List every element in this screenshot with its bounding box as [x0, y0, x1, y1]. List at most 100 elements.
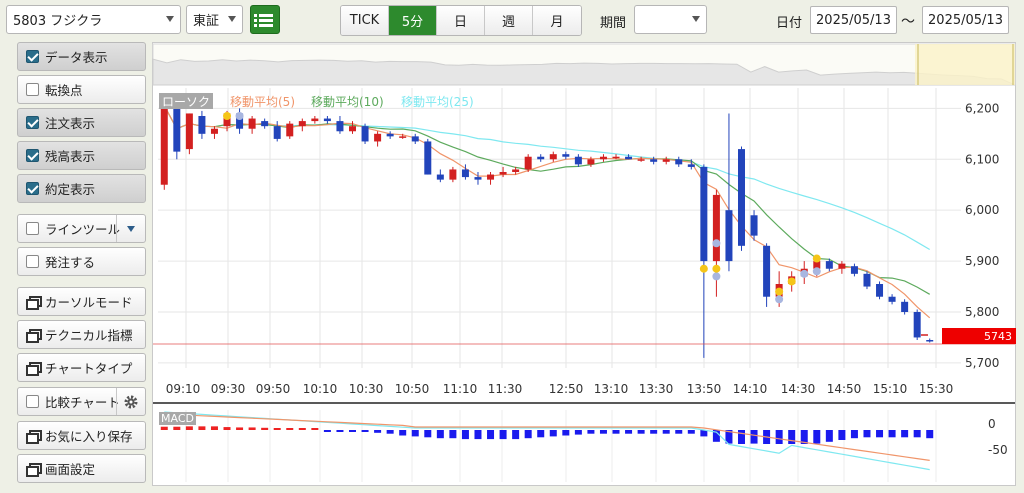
- macd-bar: [512, 430, 520, 440]
- candle-body: [499, 172, 507, 175]
- candle: [449, 166, 457, 183]
- candle: [411, 133, 419, 144]
- toggle-order-display[interactable]: 注文表示: [17, 108, 146, 137]
- macd-tick-label: -50: [988, 443, 1008, 457]
- toggle-label: 注文表示: [45, 116, 96, 131]
- candle: [913, 309, 921, 340]
- legend-ma25: 移動平均(25): [401, 94, 474, 109]
- chevron-down-icon: [228, 16, 236, 22]
- execution-marker: [712, 264, 721, 273]
- line-tool-dropdown[interactable]: [116, 215, 145, 242]
- candle: [700, 164, 708, 358]
- tab-5min[interactable]: 5分: [389, 6, 437, 35]
- candle: [349, 121, 356, 134]
- candle: [336, 116, 344, 134]
- macd-bar: [825, 430, 833, 442]
- period-label: 期間: [600, 16, 627, 31]
- candle: [537, 154, 545, 162]
- tab-week[interactable]: 週: [485, 6, 533, 35]
- tab-month[interactable]: 月: [533, 6, 581, 35]
- date-from-input[interactable]: 2025/05/13: [810, 6, 897, 34]
- macd-bar: [323, 430, 331, 432]
- macd-bar: [587, 430, 595, 434]
- candle: [750, 210, 758, 241]
- time-tick-label: 11:30: [488, 382, 523, 396]
- macd-bar: [738, 430, 745, 444]
- period-select[interactable]: [634, 5, 707, 34]
- overview-navigator: [152, 43, 1016, 86]
- time-tick-label: 10:30: [349, 382, 384, 396]
- candle: [725, 113, 733, 272]
- chart-type-button[interactable]: チャートタイプ: [17, 353, 146, 382]
- toggle-label: 発注する: [45, 255, 96, 270]
- toggle-turning-points[interactable]: 転換点: [17, 75, 146, 104]
- execution-marker: [812, 254, 821, 263]
- macd-bar: [524, 430, 532, 439]
- candle-body: [876, 284, 884, 297]
- candle-body: [850, 266, 858, 274]
- macd-bar: [273, 428, 281, 430]
- candle-body: [650, 159, 658, 162]
- toggle-compare-chart[interactable]: 比較チャート: [17, 387, 146, 416]
- candle-body: [562, 154, 570, 157]
- toggle-balance-display[interactable]: 残高表示: [17, 141, 146, 170]
- screen-settings-button[interactable]: 画面設定: [17, 454, 146, 483]
- candle: [687, 159, 695, 170]
- candle-body: [813, 261, 821, 269]
- toggle-data-display[interactable]: データ表示: [17, 42, 146, 71]
- macd-bar: [750, 430, 758, 444]
- toggle-line-tool[interactable]: ラインツール: [17, 214, 146, 243]
- checkbox-icon: [26, 149, 39, 162]
- window-icon: [26, 296, 42, 310]
- macd-label: MACD: [159, 412, 196, 425]
- candle: [901, 299, 909, 315]
- macd-bar: [487, 430, 495, 440]
- candle: [549, 151, 557, 162]
- chart-area[interactable]: [152, 42, 1016, 486]
- tab-day[interactable]: 日: [437, 6, 485, 35]
- market-select[interactable]: 東証: [186, 5, 243, 34]
- macd-bar: [349, 430, 356, 432]
- window-icon: [26, 329, 42, 343]
- candle-body: [273, 126, 281, 139]
- tab-tick[interactable]: TICK: [341, 6, 389, 35]
- candle: [487, 172, 495, 185]
- candle-body: [825, 261, 833, 269]
- stock-select[interactable]: 5803 フジクラ: [6, 5, 181, 34]
- candle-body: [198, 116, 206, 134]
- window-icon: [26, 362, 42, 376]
- candle-body: [750, 215, 758, 236]
- candle-body: [474, 177, 482, 180]
- candle: [361, 123, 369, 144]
- candle: [461, 164, 469, 180]
- candle: [386, 131, 394, 139]
- macd-bar: [223, 427, 231, 430]
- toggle-execution-display[interactable]: 約定表示: [17, 174, 146, 203]
- macd-bar: [298, 428, 306, 430]
- execution-marker: [712, 239, 721, 248]
- cursor-mode-button[interactable]: カーソルモード: [17, 287, 146, 316]
- compare-settings-button[interactable]: [116, 388, 145, 415]
- macd-bar: [185, 426, 193, 430]
- checkbox-icon: [26, 116, 39, 129]
- candle-body: [298, 121, 306, 127]
- save-favorite-button[interactable]: お気に入り保存: [17, 421, 146, 450]
- date-to-input[interactable]: 2025/05/13: [922, 6, 1009, 34]
- technical-indicator-button[interactable]: テクニカル指標: [17, 320, 146, 349]
- macd-panel: 0 -50: [153, 402, 1015, 471]
- checkbox-icon: [26, 395, 39, 408]
- candle: [311, 116, 319, 124]
- candle-body: [725, 210, 733, 262]
- candle: [399, 133, 407, 139]
- candle-body: [913, 312, 921, 338]
- list-view-button[interactable]: [250, 5, 280, 34]
- time-tick-label: 13:50: [687, 382, 722, 396]
- candle: [185, 113, 193, 155]
- candle: [650, 156, 658, 165]
- candle-body: [248, 118, 256, 129]
- toggle-place-order[interactable]: 発注する: [17, 247, 146, 276]
- window-icon: [26, 463, 42, 477]
- time-tick-label: 12:50: [549, 382, 584, 396]
- candle-body: [185, 113, 193, 150]
